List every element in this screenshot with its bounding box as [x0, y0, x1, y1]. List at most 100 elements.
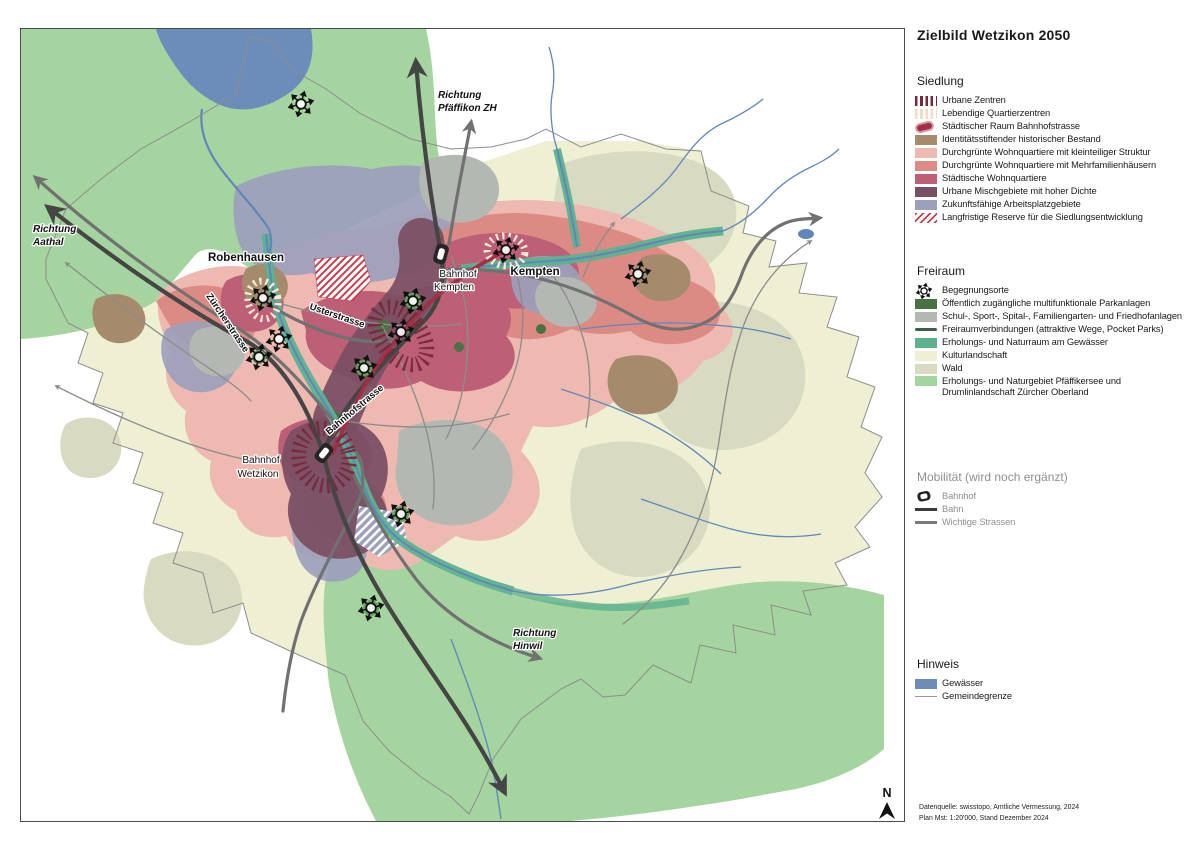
legend-item-label: Lebendige Quartierzentren: [942, 108, 1051, 119]
legend-item: Städtischer Raum Bahnhofstrasse: [914, 119, 1195, 134]
legend-item: Lebendige Quartierzentren: [915, 107, 1195, 120]
legend-item: Schul-, Sport-, Spital-, Familiengarten-…: [915, 310, 1195, 323]
label-richtung-hinwil-1: Richtung: [513, 628, 556, 639]
arbeitsplatz-swatch: [915, 199, 942, 210]
kulturlandschaft-swatch: [915, 350, 942, 361]
reserve-hatch: [313, 254, 372, 302]
road-sued: [281, 459, 365, 713]
label-richtung-hinwil-2: Hinwil: [513, 641, 543, 652]
legend-item-label: Städtischer Raum Bahnhofstrasse: [942, 121, 1080, 132]
quartierzentren-swatch: [915, 108, 942, 119]
label-kempten: Kempten: [510, 266, 559, 278]
label-bahnhof-kempten-1: Bahnhof: [439, 269, 476, 280]
legend-section-mobilitaet: Mobilität (wird noch ergänzt) Bahnhof Ba…: [915, 470, 1195, 529]
weiher: [798, 229, 814, 239]
urbanes-zentrum-mitte: [367, 299, 435, 373]
legend-item-label: Urbane Zentren: [942, 95, 1006, 106]
road-ost: [447, 211, 824, 331]
legend-item: Zukunftsfähige Arbeitsplatzgebiete: [915, 198, 1195, 211]
label-richtung-pfaeffikon-2: Pfäffikon ZH: [438, 103, 497, 114]
legend-item-label: Freiraumverbindungen (attraktive Wege, P…: [942, 324, 1164, 335]
bahn-hinwil: [320, 450, 507, 797]
legend-item: Urbane Zentren: [915, 94, 1195, 107]
legend-heading-siedlung: Siedlung: [917, 74, 964, 88]
legend-item: Bahn: [915, 503, 1195, 516]
quartierzentrum-kempten: [483, 232, 529, 270]
legend-item: Begegnungsorte: [915, 282, 1195, 299]
legend-item: Städtische Wohnquartiere: [915, 172, 1195, 185]
legend-item: Wichtige Strassen: [915, 516, 1195, 529]
water-layer: [124, 29, 840, 820]
legend-item: Bahnhof: [915, 490, 1195, 503]
legend-item-label: Begegnungsorte: [942, 285, 1009, 296]
mehrfamilien-swatch: [915, 160, 942, 171]
begegnungsort-icon: [915, 282, 942, 299]
plan-map: Robenhausen Bahnhof Kempten Kempten Bahn…: [21, 29, 895, 821]
legend-item: Durchgrünte Wohnquartiere mit Mehrfamili…: [915, 159, 1195, 172]
label-richtung-aathal-2: Aathal: [32, 237, 64, 248]
legend-item-label: Durchgrünte Wohnquartiere mit kleinteili…: [942, 147, 1151, 158]
label-robenhausen: Robenhausen: [208, 252, 284, 264]
legend-item-label: Kulturlandschaft: [942, 350, 1008, 361]
legend-item-label: Langfristige Reserve für die Siedlungsen…: [942, 212, 1143, 223]
north-arrow-icon: [879, 802, 895, 819]
north-label: N: [882, 786, 891, 800]
map-panel: Robenhausen Bahnhof Kempten Kempten Bahn…: [20, 28, 905, 822]
legend-item: Langfristige Reserve für die Siedlungsen…: [915, 211, 1195, 224]
legend-item: Wald: [915, 362, 1195, 375]
legend-section-siedlung: Siedlung Urbane Zentren Lebendige Quarti…: [914, 74, 1195, 224]
legend-item: Erholungs- und Naturgebiet Pfäffikersee …: [915, 375, 1195, 400]
legend-heading-mobilitaet: Mobilität (wird noch ergänzt): [917, 470, 1068, 484]
legend-section-freiraum: Freiraum Begegnungsorte Öffentlich zugän…: [915, 264, 1195, 400]
legend-item-label: Identitätsstiftender historischer Bestan…: [942, 134, 1101, 145]
strassen-swatch: [915, 521, 942, 524]
legend-item: Öffentlich zugängliche multifunktionale …: [915, 297, 1195, 310]
parkanlagen-swatch: [915, 298, 942, 309]
gewaesser-swatch: [915, 678, 942, 689]
legend-item-label: Bahn: [942, 504, 964, 515]
legend-item: Durchgrünte Wohnquartiere mit kleinteili…: [915, 146, 1195, 159]
label-bahnhof-kempten-2: Kempten: [434, 282, 474, 293]
major-roads: [32, 118, 824, 713]
fluesse-baeche: [200, 46, 840, 820]
label-bahnhof-wetzikon-2: Wetzikon: [238, 469, 279, 480]
naturgebiet-swatch: [915, 376, 942, 386]
legend-section-hinweis: Hinweis Gewässer Gemeindegrenze: [915, 657, 1195, 703]
quartierzentrum-robenhausen: [244, 277, 282, 323]
legend-item: Identitätsstiftender historischer Bestan…: [915, 133, 1195, 146]
legend-item-label: Zukunftsfähige Arbeitsplatzgebiete: [942, 199, 1081, 210]
bahn-pfaeffikon: [406, 56, 444, 257]
legend-item-label: Durchgrünte Wohnquartiere mit Mehrfamili…: [942, 160, 1157, 171]
schul-sport-areas: [189, 154, 597, 526]
legend-item-label: Urbane Mischgebiete mit hoher Dichte: [942, 186, 1097, 197]
kleinteilig-swatch: [915, 147, 942, 158]
legend-item-label: Wichtige Strassen: [942, 517, 1016, 528]
bahn-swatch: [915, 508, 942, 511]
legend-item-label: Erholungs- und Naturgebiet Pfäffikersee …: [942, 376, 1122, 397]
road-hinwil: [349, 467, 544, 663]
map-footer: Datenquelle: swisstopo, Amtliche Vermess…: [919, 802, 1079, 824]
reserve-swatch: [915, 212, 942, 223]
legend-item: Freiraumverbindungen (attraktive Wege, P…: [915, 323, 1195, 336]
legend-item-label: Erholungs- und Naturraum am Gewässer: [942, 337, 1108, 348]
road-pfaeffikon: [447, 118, 477, 246]
minor-roads: [54, 221, 813, 625]
begegnungsorte: [245, 90, 652, 622]
legend-item: Gewässer: [915, 677, 1195, 690]
legend-item-label: Schul-, Sport-, Spital-, Familiengarten-…: [942, 311, 1182, 322]
footer-source: Datenquelle: swisstopo, Amtliche Vermess…: [919, 804, 1080, 811]
gewaesserraum-swatch: [915, 337, 942, 348]
label-richtung-aathal-1: Richtung: [33, 224, 76, 235]
legend-item: Gemeindegrenze: [915, 690, 1195, 703]
label-richtung-pfaeffikon-1: Richtung: [438, 90, 481, 101]
legend-item: Erholungs- und Naturraum am Gewässer: [915, 336, 1195, 349]
map-title: Zielbild Wetzikon 2050: [917, 27, 1071, 43]
label-bahnhof-wetzikon-1: Bahnhof: [242, 455, 279, 466]
wald-swatch: [915, 363, 942, 374]
mischgebiete-swatch: [915, 186, 942, 197]
bahn-aathal: [44, 204, 326, 456]
gemeindegrenze-swatch: [915, 696, 942, 697]
bahnhof-icon: [915, 490, 942, 503]
legend-panel: Zielbild Wetzikon 2050 Siedlung Urbane Z…: [913, 19, 1195, 703]
